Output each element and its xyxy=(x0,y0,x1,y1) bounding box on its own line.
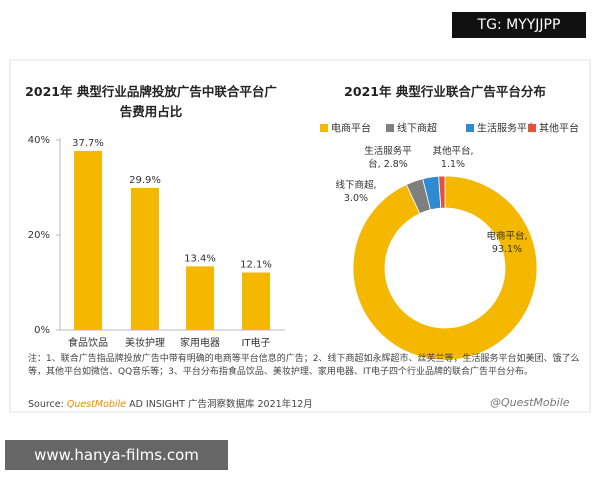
card xyxy=(9,59,591,413)
website: www.hanya-films.com xyxy=(5,440,228,470)
legend-label: 生活服务平台 xyxy=(477,122,537,135)
pie-slice xyxy=(352,175,538,361)
y-tick-label: 40% xyxy=(28,135,50,146)
legend-label: 其他平台 xyxy=(539,122,579,135)
chart-title: 2021年 典型行业品牌投放广告中联合平台广告费用占比 xyxy=(25,84,277,119)
tag: TG: MYYJJPP xyxy=(452,12,586,38)
value-label: 13.4% xyxy=(184,253,216,264)
value-label: 其他平台, 1.1% xyxy=(432,146,474,170)
x-tick-label: 家用电器 xyxy=(180,336,220,349)
chart-title: 2021年 典型行业联合广告平台分布 xyxy=(344,84,546,99)
value-label: 29.9% xyxy=(129,175,161,186)
legend-swatch xyxy=(466,124,474,132)
value-label: 12.1% xyxy=(240,260,272,271)
value-label: 线下商超, 3.0% xyxy=(335,180,377,204)
x-tick-label: 美妆护理 xyxy=(125,336,165,349)
value-label: 37.7% xyxy=(72,138,104,149)
bar xyxy=(186,266,214,330)
bar xyxy=(131,187,159,330)
legend-label: 电商平台 xyxy=(331,122,371,135)
x-tick-label: 食品饮品 xyxy=(68,336,108,349)
bar xyxy=(242,272,270,330)
note: 注：1、联合广告指品牌投放广告中带有明确的电商等平台信息的广告；2、线下商超如永… xyxy=(28,354,580,377)
y-tick-label: 20% xyxy=(28,230,50,241)
source-brand: QuestMobile xyxy=(66,399,127,410)
source-text: AD INSIGHT 广告洞察数据库 2021年12月 xyxy=(129,399,313,410)
source-label: Source: xyxy=(28,399,64,410)
y-tick-label: 0% xyxy=(34,325,50,336)
value-label: 生活服务平 台, 2.8% xyxy=(364,146,412,170)
legend-label: 线下商超 xyxy=(397,122,437,135)
x-tick-label: IT电子 xyxy=(241,336,270,349)
value-label: 电商平台, 93.1% xyxy=(486,231,528,255)
legend-swatch xyxy=(320,124,328,132)
legend-swatch xyxy=(386,124,394,132)
legend-swatch xyxy=(528,124,536,132)
bar xyxy=(74,150,102,330)
watermark: @QuestMobile xyxy=(490,396,570,409)
source: Source: QuestMobile AD INSIGHT 广告洞察数据库 2… xyxy=(28,396,313,410)
pie-slice xyxy=(438,175,446,209)
